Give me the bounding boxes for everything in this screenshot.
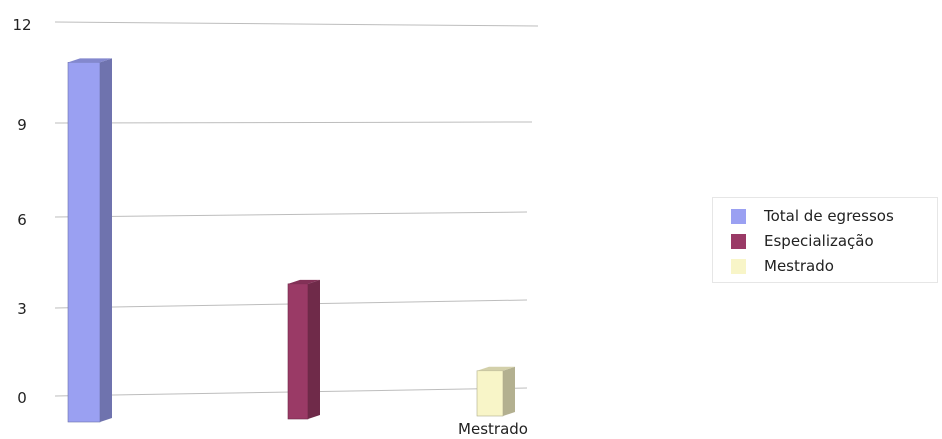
chart-legend: Total de egressos Especialização Mestrad… (712, 197, 938, 283)
bar (476, 366, 515, 417)
y-tick-label: 6 (17, 211, 27, 229)
legend-label: Mestrado (764, 257, 834, 275)
y-axis-ticks: 0 3 6 9 12 (12, 16, 31, 407)
bar-front (287, 283, 309, 420)
legend-swatch (731, 208, 746, 224)
bar-side (308, 279, 320, 419)
y-tick-label: 3 (17, 300, 27, 318)
bar-top (288, 279, 320, 284)
bar-front (67, 62, 101, 423)
y-tick-label: 12 (12, 16, 31, 34)
gridline (54, 21, 539, 27)
bar-side (100, 58, 112, 422)
y-tick-label: 9 (17, 116, 27, 134)
legend-item-especializacao: Especialização (731, 230, 874, 252)
bar-top (477, 366, 515, 371)
bars (67, 58, 515, 423)
bar (287, 279, 320, 420)
bar-side (503, 366, 515, 416)
legend-item-mestrado: Mestrado (731, 255, 834, 277)
legend-swatch (731, 258, 746, 274)
legend-label: Total de egressos (764, 207, 894, 225)
gridlines (54, 21, 539, 397)
y-tick-label: 0 (17, 389, 27, 407)
gridline (54, 121, 533, 124)
gridline (54, 211, 528, 218)
legend-swatch (731, 233, 746, 249)
legend-item-total: Total de egressos (731, 205, 894, 227)
bar-top (68, 58, 112, 63)
category-label: Mestrado (458, 420, 528, 438)
legend-label: Especialização (764, 232, 874, 250)
bar (67, 58, 112, 423)
bar-front (476, 370, 504, 417)
x-axis-categories: Mestrado (458, 420, 528, 438)
